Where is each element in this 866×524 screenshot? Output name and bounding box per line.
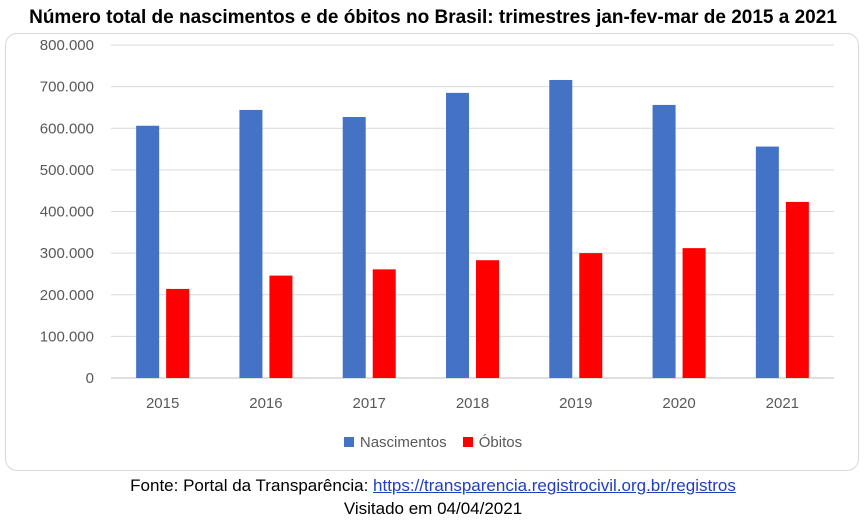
- bar-obitos-2020: [682, 248, 706, 378]
- bar-nascimentos-2018: [446, 92, 469, 379]
- bar-nascimentos-2021: [755, 146, 779, 378]
- x-tick-label: 2021: [766, 395, 799, 412]
- legend-swatch-nascimentos: [343, 437, 354, 447]
- x-tick-label: 2018: [456, 395, 489, 412]
- legend-item-nascimentos: Nascimentos: [343, 433, 447, 453]
- y-tick-label: 200.000: [40, 287, 94, 304]
- x-tick-label: 2015: [146, 395, 179, 412]
- y-axis: 0 100.000 200.000 300.000 400.000 500.000 600.…: [40, 37, 94, 387]
- source-line: Fonte: Portal da Transparência: https://…: [0, 475, 866, 497]
- visited-date: Visitado em 04/04/2021: [343, 499, 523, 518]
- legend-item-obitos: Óbitos: [462, 433, 523, 453]
- x-tick-label: 2016: [249, 395, 282, 412]
- bar-obitos-2015: [166, 288, 190, 378]
- bar-obitos-2019: [579, 253, 603, 378]
- chart-title: Número total de nascimentos e de óbitos …: [29, 7, 837, 28]
- bar-nascimentos-2016: [239, 109, 263, 378]
- bars: [136, 79, 809, 379]
- legend-label-obitos: Óbitos: [478, 434, 523, 451]
- legend-swatch-obitos: [462, 437, 473, 447]
- y-tick-label: 400.000: [40, 204, 94, 221]
- bar-obitos-2016: [269, 275, 293, 378]
- gridlines: [111, 44, 834, 379]
- y-tick-label: 600.000: [40, 120, 94, 137]
- x-tick-label: 2020: [662, 395, 695, 412]
- bar-obitos-2018: [476, 260, 499, 378]
- legend: Nascimentos Óbitos: [0, 433, 866, 453]
- bar-nascimentos-2019: [549, 79, 573, 378]
- y-tick-label: 300.000: [40, 245, 94, 262]
- y-tick-label: 700.000: [40, 79, 94, 96]
- y-tick-label: 500.000: [40, 162, 94, 179]
- x-tick-label: 2017: [353, 395, 386, 412]
- bar-nascimentos-2017: [342, 117, 366, 378]
- y-tick-label: 100.000: [40, 328, 94, 345]
- bar-obitos-2017: [372, 269, 396, 378]
- y-tick-label: 800.000: [40, 37, 94, 54]
- source-prefix: Fonte: Portal da Transparência:: [130, 476, 374, 495]
- bar-obitos-2021: [785, 201, 809, 378]
- x-tick-label: 2019: [559, 395, 592, 412]
- y-tick-label: 0: [86, 370, 94, 387]
- bar-nascimentos-2020: [652, 104, 676, 378]
- x-axis: 2015 2016 2017 2018 2019 2020 2021: [146, 395, 799, 412]
- legend-label-nascimentos: Nascimentos: [359, 434, 447, 451]
- source-link[interactable]: https://transparencia.registrocivil.org.…: [373, 476, 736, 495]
- bar-nascimentos-2015: [136, 125, 160, 378]
